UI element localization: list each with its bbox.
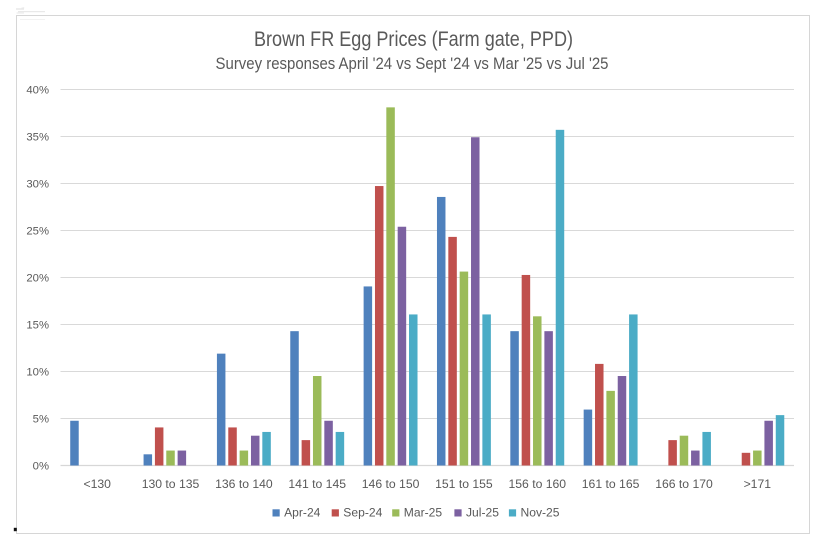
svg-text:Mar-25: Mar-25	[404, 506, 443, 520]
svg-text:20%: 20%	[26, 272, 49, 284]
svg-text:130 to 135: 130 to 135	[142, 477, 200, 491]
svg-text:25%: 25%	[26, 225, 49, 237]
svg-text:<130: <130	[83, 477, 111, 491]
svg-text:35%: 35%	[26, 131, 49, 143]
svg-text:161 to 165: 161 to 165	[582, 477, 640, 491]
svg-text:0%: 0%	[33, 460, 49, 472]
svg-text:141 to 145: 141 to 145	[288, 477, 346, 491]
svg-text:Brown FR Egg Prices (Farm gate: Brown FR Egg Prices (Farm gate, PPD)	[254, 28, 573, 52]
svg-text:Apr-24: Apr-24	[284, 506, 321, 520]
svg-text:Survey responses April '24 vs: Survey responses April '24 vs Sept '24 v…	[216, 55, 609, 73]
svg-text:15%: 15%	[26, 319, 49, 331]
svg-text:10%: 10%	[26, 366, 49, 378]
svg-text:146 to 150: 146 to 150	[362, 477, 420, 491]
svg-text:166 to 170: 166 to 170	[655, 477, 713, 491]
svg-text:Nov-25: Nov-25	[521, 506, 560, 520]
svg-text:156 to 160: 156 to 160	[508, 477, 566, 491]
svg-text:5%: 5%	[33, 413, 49, 425]
svg-text:Jul-25: Jul-25	[466, 506, 499, 520]
svg-text:40%: 40%	[26, 84, 49, 96]
svg-text:>171: >171	[744, 477, 772, 491]
svg-text:151 to 155: 151 to 155	[435, 477, 493, 491]
svg-text:30%: 30%	[26, 178, 49, 190]
svg-text:Sep-24: Sep-24	[343, 506, 382, 520]
svg-text:136 to 140: 136 to 140	[215, 477, 273, 491]
